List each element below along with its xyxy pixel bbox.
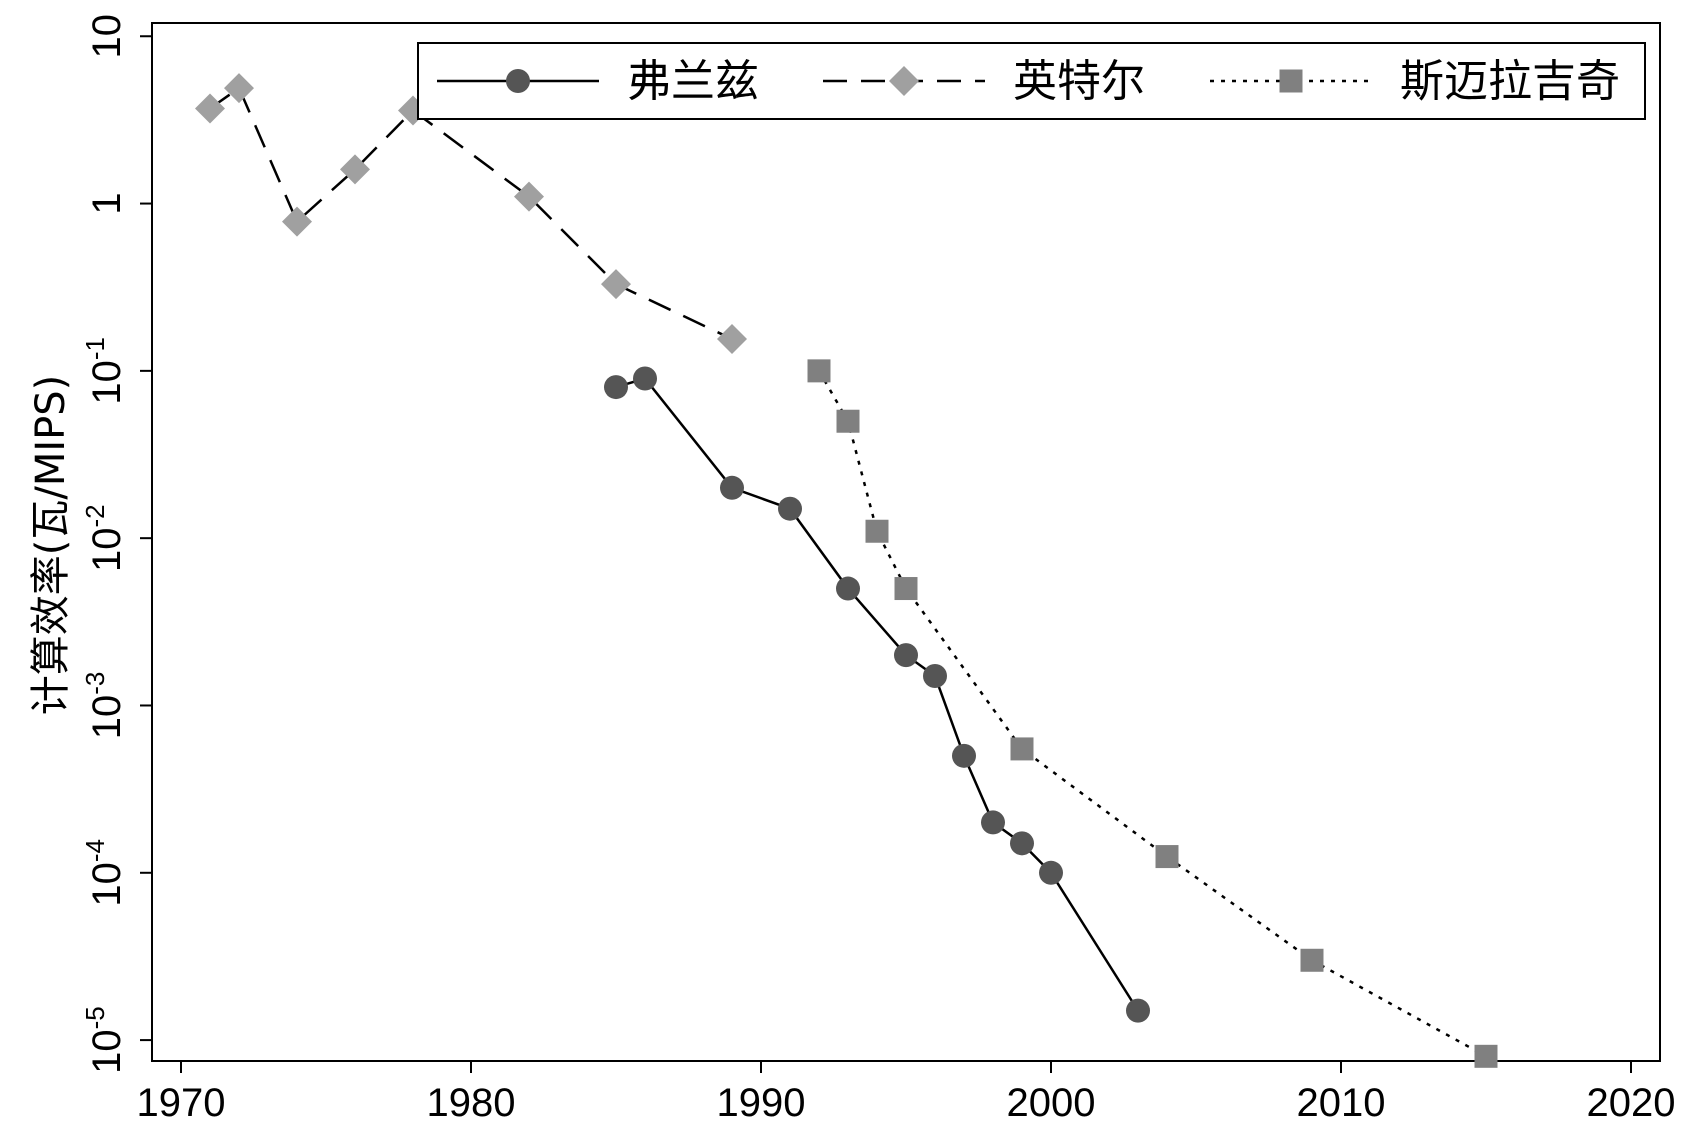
data-point xyxy=(514,181,544,212)
y-tick-label: 10-5 xyxy=(80,1006,129,1074)
data-point xyxy=(601,269,631,300)
data-point xyxy=(807,359,831,383)
y-tick-label: 10-1 xyxy=(80,337,129,405)
legend: 弗兰兹 英特尔 斯迈拉吉奇 xyxy=(417,42,1646,120)
x-tick-label: 1980 xyxy=(427,1081,516,1125)
data-point xyxy=(1010,831,1034,856)
y-tick-base-text: 1 xyxy=(85,192,129,214)
data-point xyxy=(836,576,860,601)
axis-layer: 1970 1980 1990 2000 2010 202010110-110-210-31… xyxy=(80,14,1675,1125)
legend-marker xyxy=(1279,69,1303,93)
data-point xyxy=(1474,1044,1498,1068)
data-point xyxy=(1126,998,1150,1023)
y-tick-label: 10-4 xyxy=(80,839,129,907)
y-tick-exponent: -4 xyxy=(80,839,110,862)
y-tick-base: 10-1 xyxy=(80,337,129,405)
y-tick-base: 10-3 xyxy=(80,672,129,740)
y-tick-exponent: -2 xyxy=(80,504,110,527)
data-point xyxy=(717,324,747,355)
x-tick-label: 2020 xyxy=(1587,1081,1676,1125)
y-tick-base: 10-4 xyxy=(80,839,129,907)
y-tick-base-text: 10 xyxy=(85,14,129,59)
y-tick-base-text: 10 xyxy=(85,695,129,740)
data-point xyxy=(224,73,254,104)
y-tick-base: 10-2 xyxy=(80,504,129,572)
y-tick-base-text: 10 xyxy=(85,862,129,907)
data-point xyxy=(1155,845,1179,869)
series-line xyxy=(209,86,733,341)
legend-label: 斯迈拉吉奇 xyxy=(1400,56,1620,107)
data-point xyxy=(894,643,918,668)
data-point xyxy=(720,475,744,500)
y-tick-label: 10-3 xyxy=(80,672,129,740)
data-point xyxy=(195,93,225,124)
y-tick-base: 1 xyxy=(85,192,129,214)
x-tick-label: 1990 xyxy=(717,1081,806,1125)
x-tick-label: 2010 xyxy=(1297,1081,1386,1125)
legend-marker xyxy=(889,66,919,96)
data-point xyxy=(894,577,918,601)
y-axis-label: 计算效率(瓦/MIPS) xyxy=(28,375,74,716)
data-point xyxy=(282,206,312,237)
series-1 xyxy=(604,366,1150,1023)
data-point xyxy=(865,519,889,543)
series-layer xyxy=(195,73,1498,1068)
data-point xyxy=(633,366,657,391)
series-3 xyxy=(807,359,1498,1068)
data-point xyxy=(604,375,628,400)
data-point xyxy=(1039,860,1063,885)
y-tick-base-text: 10 xyxy=(85,527,129,572)
y-tick-base: 10-5 xyxy=(80,1006,129,1074)
legend-label: 英特尔 xyxy=(1013,56,1145,107)
data-point xyxy=(340,154,370,185)
legend-label: 弗兰兹 xyxy=(627,56,759,107)
y-tick-label: 1 xyxy=(85,192,129,214)
y-tick-exponent: -5 xyxy=(80,1006,110,1029)
legend-marker xyxy=(506,69,530,93)
y-tick-exponent: -1 xyxy=(80,337,110,360)
y-tick-label: 10-2 xyxy=(80,504,129,572)
legend-box xyxy=(417,42,1646,120)
series-line xyxy=(817,370,1487,1058)
y-tick-exponent: -3 xyxy=(80,672,110,695)
y-tick-label: 10 xyxy=(85,14,129,59)
y-tick-base: 10 xyxy=(85,14,129,59)
data-point xyxy=(981,810,1005,835)
plot-area xyxy=(151,22,1661,1062)
data-point xyxy=(1010,737,1034,761)
data-point xyxy=(952,743,976,768)
data-point xyxy=(1300,948,1324,972)
series-2 xyxy=(195,73,747,355)
data-point xyxy=(923,664,947,689)
y-tick-base-text: 10 xyxy=(85,360,129,405)
data-point xyxy=(778,496,802,521)
x-tick-label: 2000 xyxy=(1007,1081,1096,1125)
x-tick-label: 1970 xyxy=(137,1081,226,1125)
data-point xyxy=(836,409,860,433)
y-tick-base-text: 10 xyxy=(85,1029,129,1074)
